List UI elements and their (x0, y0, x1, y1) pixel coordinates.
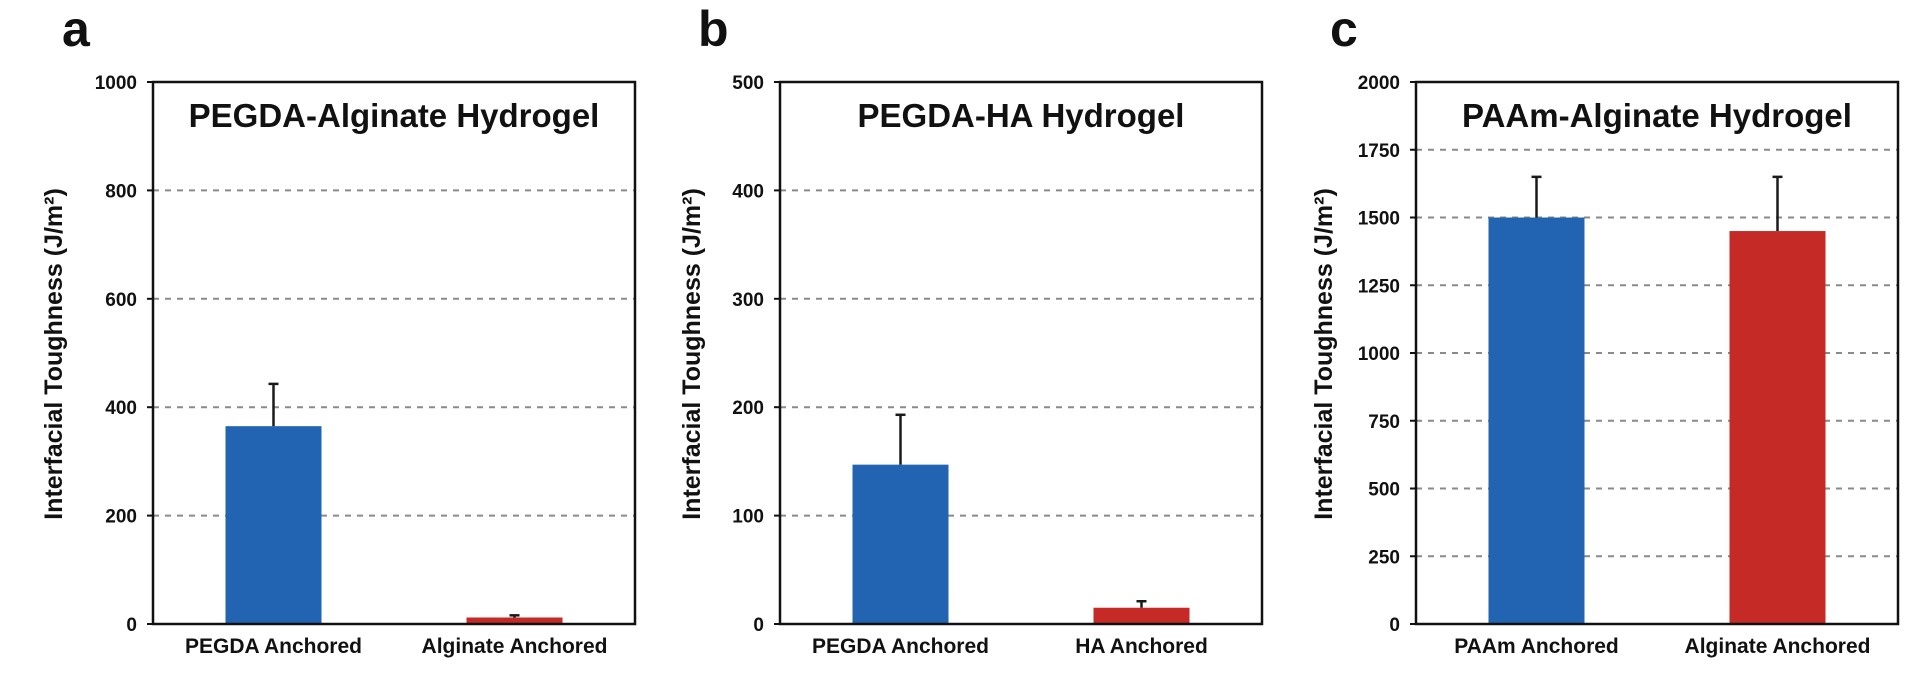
y-tick-label: 500 (732, 73, 764, 94)
y-tick-label: 2000 (1358, 73, 1400, 94)
chart-title-c: PAAm-Alginate Hydrogel (1462, 97, 1852, 134)
y-tick-label: 500 (1368, 480, 1400, 501)
y-tick-label: 1000 (1358, 344, 1400, 365)
y-tick-label: 400 (732, 181, 764, 202)
chart-b: PEGDA Anchored HA Anchored 0 100 200 300 400 50… (732, 73, 1264, 658)
y-tick-label: 0 (126, 615, 137, 636)
chart-title-a: PEGDA-Alginate Hydrogel (189, 97, 600, 134)
chart-c: PAAm Anchored Alginate Anchored 0 250 500 750… (1358, 73, 1900, 658)
panel-letter-b: b (698, 1, 729, 57)
x-tick-label: PAAm Anchored (1454, 635, 1619, 658)
bar (1729, 231, 1826, 625)
bar (225, 426, 322, 624)
y-tick-label: 300 (732, 290, 764, 311)
chart-title-b: PEGDA-HA Hydrogel (858, 97, 1185, 134)
plot-frame (151, 80, 637, 626)
y-tick-label: 100 (732, 507, 764, 528)
y-tick-label: 1000 (95, 73, 137, 94)
panel-letter-a: a (62, 1, 91, 57)
plot-frame (1414, 80, 1900, 626)
y-tick-label: 0 (1389, 615, 1400, 636)
x-tick-label: PEGDA Anchored (812, 635, 989, 658)
bar (1093, 607, 1190, 624)
y-tick-label: 1750 (1358, 141, 1400, 162)
y-tick-label: 800 (105, 181, 137, 202)
panel-a: a Interfacial Toughness (J/m²) PEGDA Anc… (40, 1, 637, 658)
bar (1488, 217, 1585, 624)
y-tick-label: 1250 (1358, 276, 1400, 297)
y-tick-label: 200 (732, 398, 764, 419)
y-axis-label-a: Interfacial Toughness (J/m²) (40, 188, 68, 520)
x-tick-label: HA Anchored (1075, 635, 1208, 658)
chart-a: PEGDA Anchored Alginate Anchored 0 200 400 60… (95, 73, 637, 658)
y-tick-label: 250 (1368, 547, 1400, 568)
plot-frame (778, 80, 1264, 626)
panel-letter-c: c (1330, 1, 1358, 57)
panel-c: c Interfacial Toughness (J/m²) PAAm Anch… (1310, 1, 1900, 658)
x-tick-label: Alginate Anchored (1685, 635, 1871, 658)
y-tick-label: 200 (105, 507, 137, 528)
x-tick-label: PEGDA Anchored (185, 635, 362, 658)
bar (466, 617, 563, 624)
y-axis-label-b: Interfacial Toughness (J/m²) (678, 188, 706, 520)
y-tick-label: 0 (753, 615, 764, 636)
y-axis-label-c: Interfacial Toughness (J/m²) (1310, 188, 1338, 520)
y-tick-label: 400 (105, 398, 137, 419)
x-tick-label: Alginate Anchored (422, 635, 608, 658)
y-tick-label: 1500 (1358, 209, 1400, 230)
y-tick-label: 600 (105, 290, 137, 311)
panel-b: b Interfacial Toughness (J/m²) PEGDA Anc… (678, 1, 1264, 658)
bar (852, 464, 949, 624)
y-tick-label: 750 (1368, 412, 1400, 433)
